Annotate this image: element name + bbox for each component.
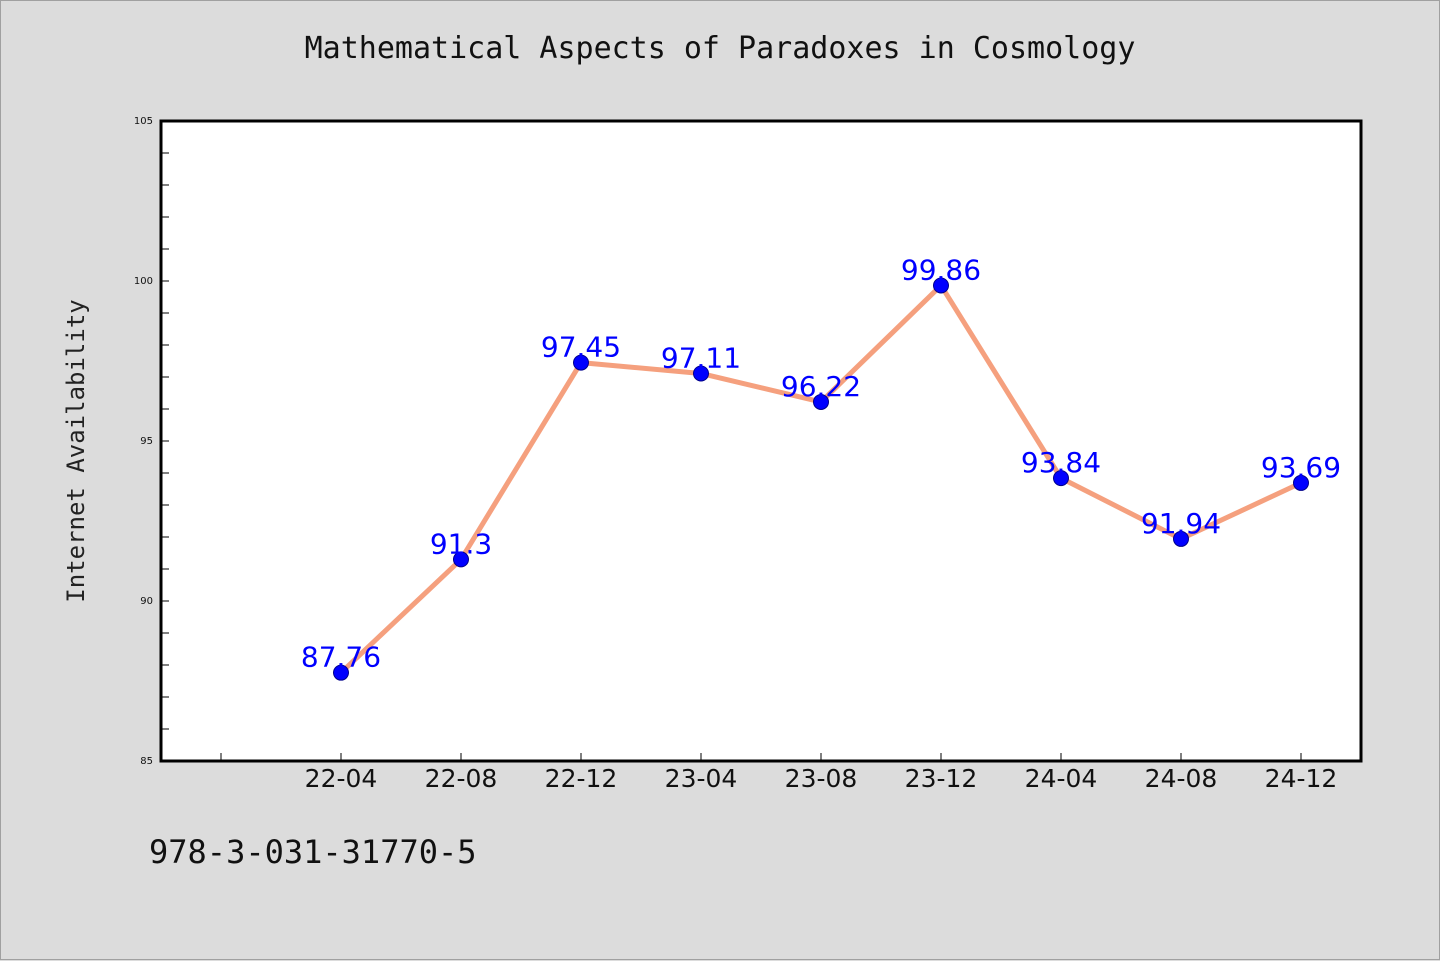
data-point [813, 393, 829, 410]
x-tick-label: 23-04 [665, 764, 738, 793]
x-tick-label: 22-08 [425, 764, 498, 793]
data-point [933, 277, 949, 294]
data-point [333, 664, 349, 681]
y-tick-label: 95 [140, 436, 153, 447]
footnote-isbn: 978-3-031-31770-5 [149, 833, 477, 871]
y-tick-label: 85 [140, 756, 153, 767]
x-tick-label: 24-12 [1265, 764, 1338, 793]
data-point [1293, 474, 1309, 491]
data-point [573, 354, 589, 371]
data-label: 91.3 [430, 527, 492, 560]
x-tick-label: 23-12 [905, 764, 978, 793]
data-label: 97.11 [661, 341, 741, 374]
x-tick-label: 24-04 [1025, 764, 1098, 793]
data-label: 97.45 [541, 331, 621, 364]
x-tick-label: 23-08 [785, 764, 858, 793]
data-label: 91.94 [1141, 507, 1221, 540]
chart-title: Mathematical Aspects of Paradoxes in Cos… [304, 31, 1136, 66]
data-point [453, 551, 469, 568]
y-tick-label: 100 [134, 276, 153, 287]
data-label: 99.86 [901, 253, 981, 286]
x-tick-label: 24-08 [1145, 764, 1218, 793]
y-tick-label: 105 [134, 116, 153, 127]
data-label: 93.69 [1261, 451, 1341, 484]
x-tick-label: 22-12 [545, 764, 618, 793]
x-tick-label: 22-04 [305, 764, 378, 793]
y-tick-label: 90 [140, 596, 153, 607]
data-label: 96.22 [781, 370, 861, 403]
plot-frame [159, 119, 1363, 763]
data-point [1173, 530, 1189, 547]
data-point [693, 365, 709, 382]
data-label: 87.76 [301, 641, 381, 674]
data-point [1053, 470, 1069, 487]
data-label: 93.84 [1021, 446, 1101, 479]
